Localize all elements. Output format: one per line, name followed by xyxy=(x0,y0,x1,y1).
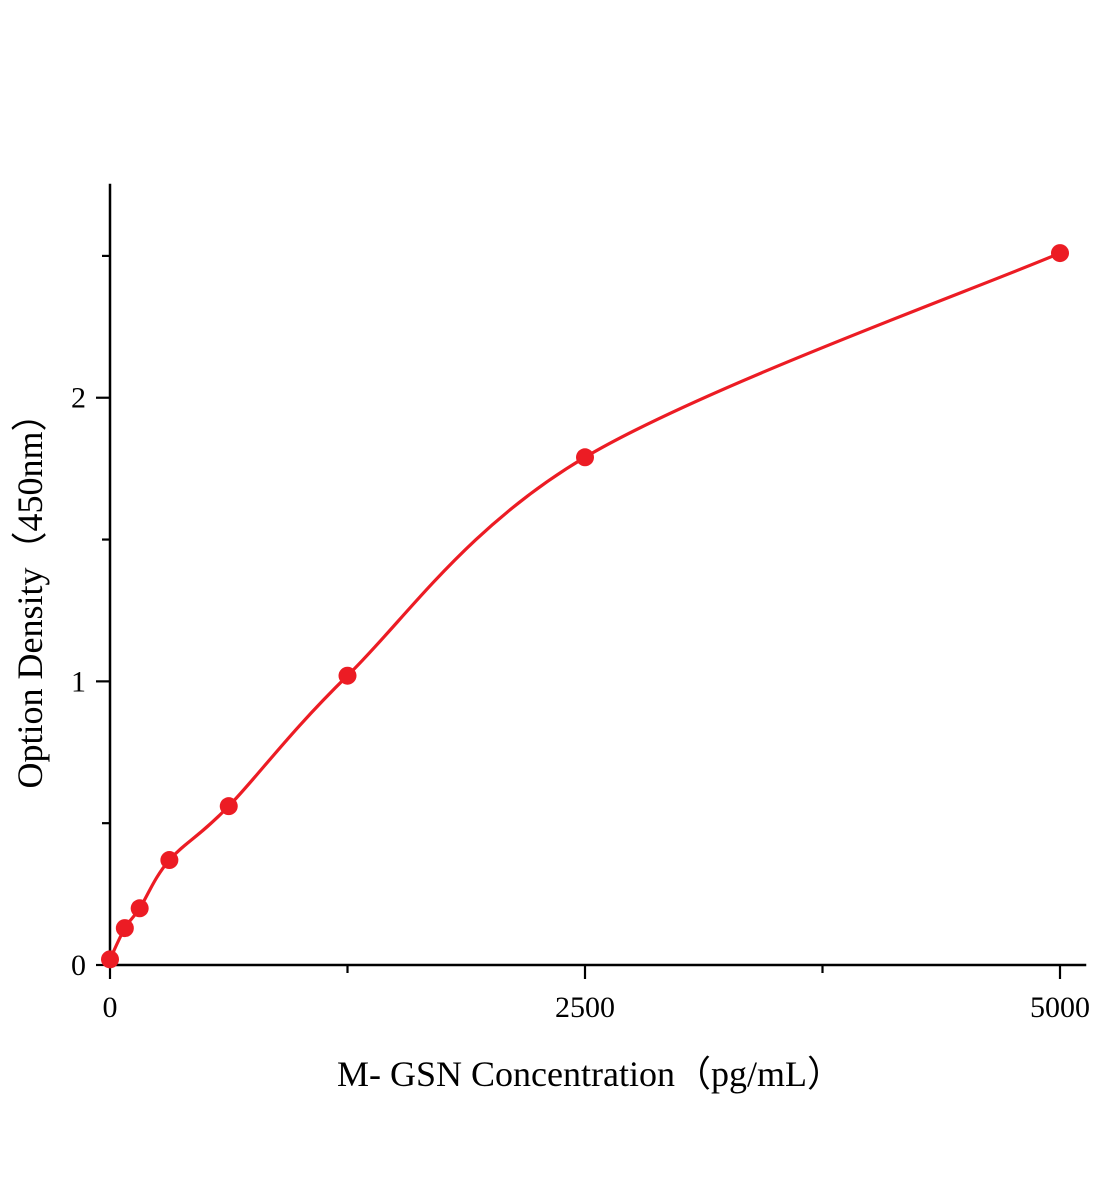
data-point xyxy=(338,666,357,685)
data-point xyxy=(160,851,179,870)
y-axis-ticks: 0 1 2 xyxy=(71,254,110,982)
y-axis-label: Option Density（450nm） xyxy=(10,396,50,789)
data-point xyxy=(101,950,119,969)
axes xyxy=(108,183,1087,967)
x-tick-label: 5000 xyxy=(1030,991,1090,1024)
y-tick-label: 1 xyxy=(71,665,86,698)
x-axis-ticks: 0 2500 5000 xyxy=(103,965,1090,1024)
fit-curve xyxy=(108,251,1062,961)
data-point xyxy=(115,919,134,938)
data-point xyxy=(219,797,238,816)
data-points xyxy=(101,244,1069,969)
x-tick-label: 0 xyxy=(103,991,118,1024)
fit-curve-path xyxy=(108,251,1062,961)
data-point xyxy=(1051,244,1069,263)
x-tick-label: 2500 xyxy=(555,991,615,1024)
y-tick-label: 2 xyxy=(71,382,86,415)
data-point xyxy=(576,448,594,467)
y-tick-label: 0 xyxy=(71,949,86,982)
x-axis-label: M- GSN Concentration（pg/mL） xyxy=(337,1054,843,1094)
data-point xyxy=(130,899,149,918)
